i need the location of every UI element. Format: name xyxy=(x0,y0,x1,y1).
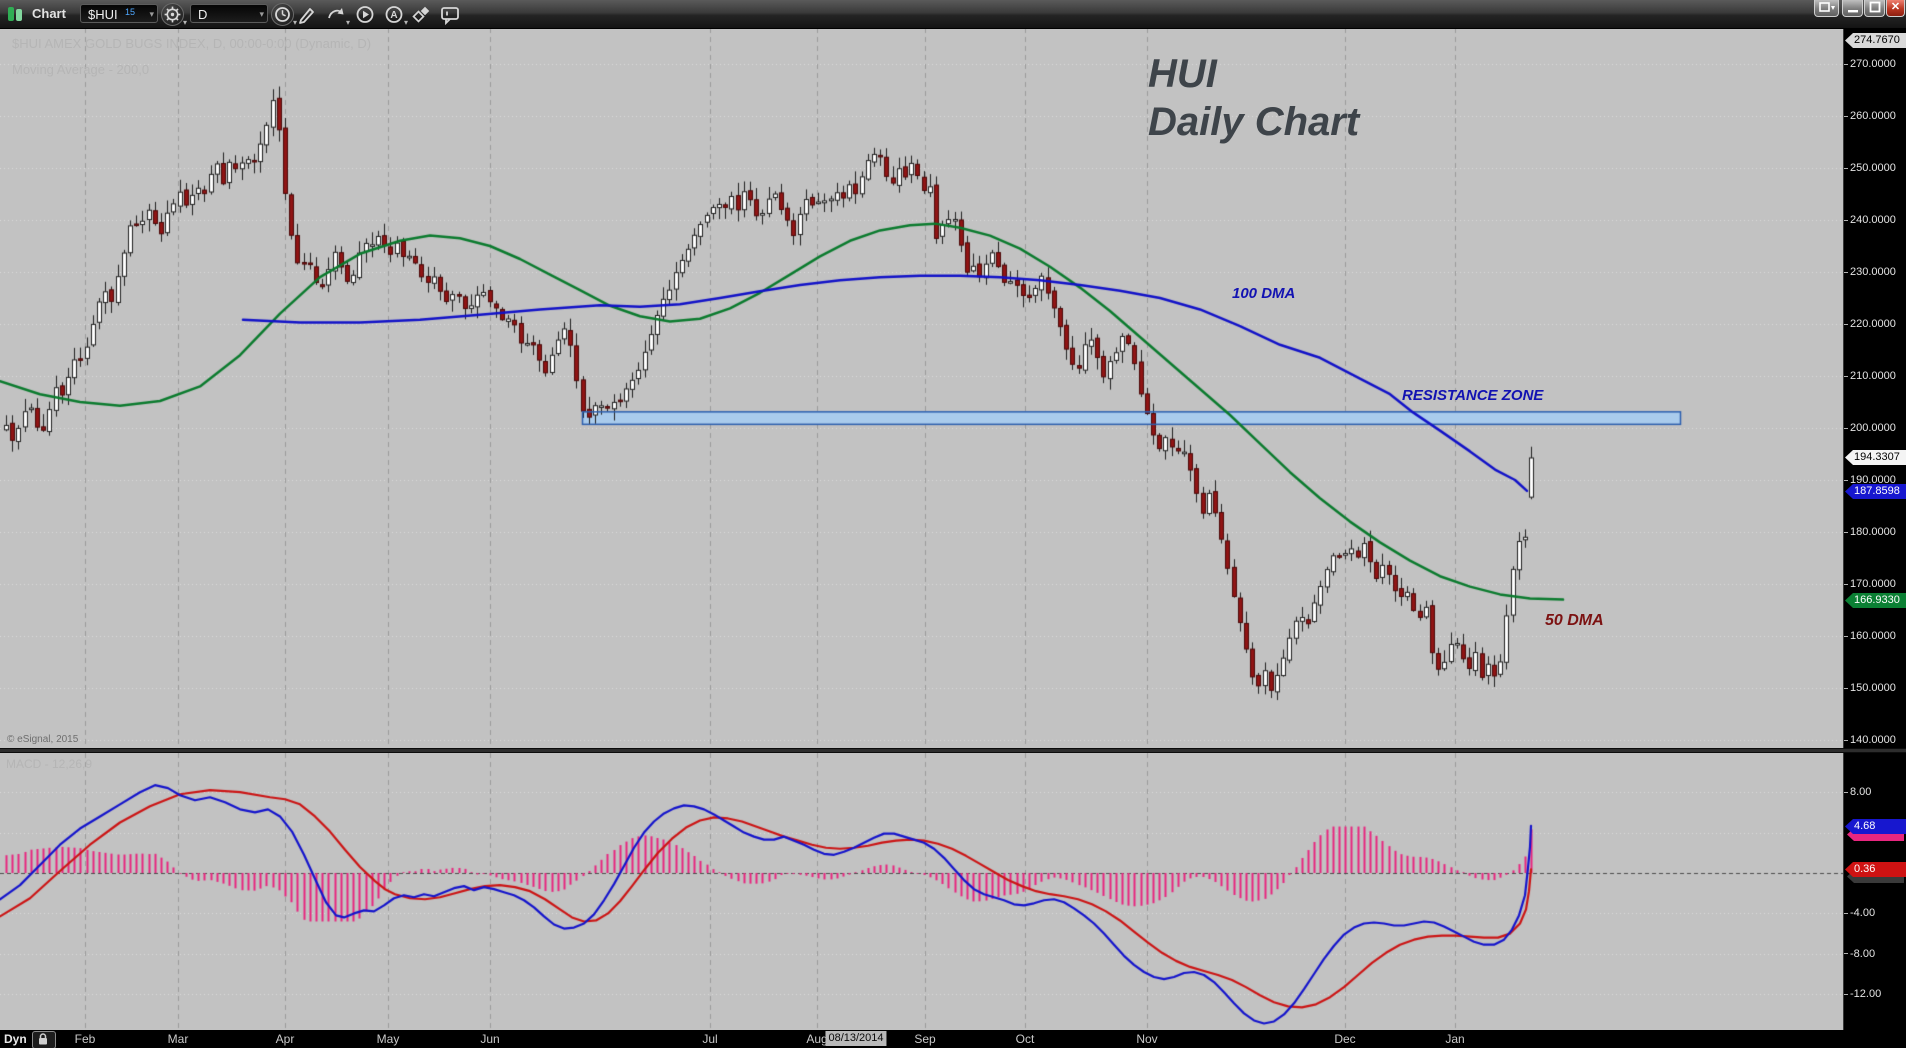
axis-tick-label: 270.0000 xyxy=(1844,58,1896,71)
axis-tick-label: 220.0000 xyxy=(1844,318,1896,331)
study-watermark: Moving Average - 200,0 xyxy=(12,62,150,77)
axis-tick-label: 180.0000 xyxy=(1844,526,1896,539)
lock-icon xyxy=(39,1033,47,1045)
axis-tick-label: 8.00 xyxy=(1844,786,1871,799)
macd-value-tag: 4.68 xyxy=(1845,819,1906,834)
chevron-down-icon: ▾ xyxy=(292,18,297,27)
pane-divider[interactable] xyxy=(0,748,1906,753)
minimize-button[interactable] xyxy=(1842,0,1863,17)
clock-icon xyxy=(275,7,290,22)
gear-icon xyxy=(164,6,181,23)
month-label-nov: Nov xyxy=(1136,1032,1158,1046)
chevron-down-icon: ▾ xyxy=(345,18,350,27)
ma50-label[interactable]: 50 DMA xyxy=(1545,612,1604,629)
selected-date-tag[interactable]: 08/13/2014 xyxy=(825,1031,887,1046)
play-icon xyxy=(356,6,374,23)
axis-tick-label: 150.0000 xyxy=(1844,682,1896,695)
pencil-icon xyxy=(299,8,314,24)
axis-tick-label: 210.0000 xyxy=(1844,370,1896,383)
chevron-down-icon[interactable]: ▾ xyxy=(259,9,264,19)
symbol-input[interactable]: $HUI 15 ▾ xyxy=(80,4,158,23)
chart-app-icon xyxy=(8,6,26,22)
month-label-aug: Aug xyxy=(806,1032,828,1046)
axis-tick-label: 170.0000 xyxy=(1844,578,1896,591)
month-label-jan: Jan xyxy=(1445,1032,1465,1046)
time-axis[interactable]: Dyn Feb Mar Apr May Jun Jul Aug Sep Oct Nov Dec Jan… xyxy=(0,1030,1906,1048)
high-marker-tag: 274.7670 xyxy=(1845,33,1906,48)
signal-value-tag: 0.36 xyxy=(1845,862,1906,877)
symbol-badge: 15 xyxy=(125,7,136,17)
axis-tick-label: -8.00 xyxy=(1844,948,1875,961)
month-label-feb: Feb xyxy=(74,1032,96,1046)
axis-tick-label: -4.00 xyxy=(1844,907,1875,920)
month-label-dec: Dec xyxy=(1334,1032,1356,1046)
symbol-watermark: $HUI AMEX GOLD BUGS INDEX, D, 00:00-0:00… xyxy=(12,36,372,51)
chevron-down-icon: ▾ xyxy=(403,18,408,27)
dyn-mode-label: Dyn xyxy=(4,1032,27,1046)
last-price-tag: 194.3307 xyxy=(1845,450,1906,465)
axis-tick-label: 140.0000 xyxy=(1844,734,1896,747)
chart-subtitle-annotation[interactable]: Daily Chart xyxy=(1148,100,1360,144)
axis-tick-label: 200.0000 xyxy=(1844,422,1896,435)
price-chart-canvas[interactable] xyxy=(0,28,1843,748)
time-template-button[interactable]: ▾ xyxy=(271,3,297,27)
svg-text:A: A xyxy=(390,10,397,21)
a-circle-icon: A xyxy=(385,6,403,23)
ma100-value-tag: 187.8598 xyxy=(1845,484,1906,499)
macd-indicator-canvas[interactable] xyxy=(0,753,1843,1030)
link-button[interactable] xyxy=(410,4,434,25)
chevron-down-icon: ▾ xyxy=(182,18,187,27)
curve-arrow-icon xyxy=(328,8,344,19)
copyright-text: © eSignal, 2015 xyxy=(7,734,79,745)
ma50-value-tag: 166.9330 xyxy=(1845,593,1906,608)
price-axis[interactable]: 274.7670 194.3307 187.8598 166.9330 4.68… xyxy=(1843,28,1906,1030)
month-label-oct: Oct xyxy=(1015,1032,1035,1046)
chart-title-annotation[interactable]: HUI xyxy=(1148,52,1217,96)
lock-button[interactable] xyxy=(32,1031,56,1048)
resistance-zone-label[interactable]: RESISTANCE ZONE xyxy=(1402,387,1544,404)
symbol-settings-button[interactable]: ▾ xyxy=(161,3,187,27)
axis-tick-label: 190.0000 xyxy=(1844,474,1896,487)
play-button[interactable] xyxy=(353,4,377,25)
maximize-button[interactable] xyxy=(1864,0,1885,17)
draw-tool-button[interactable] xyxy=(295,4,319,25)
curve-tool-button[interactable]: ▾ xyxy=(324,4,350,27)
speech-bubble-icon xyxy=(441,7,459,26)
chevron-down-icon[interactable]: ▾ xyxy=(149,9,154,19)
month-label-jun: Jun xyxy=(480,1032,500,1046)
titlebar[interactable]: Chart $HUI 15 ▾ ▾ D ▾ xyxy=(0,0,1906,29)
month-label-apr: Apr xyxy=(275,1032,295,1046)
interval-input[interactable]: D ▾ xyxy=(190,4,268,23)
restore-button[interactable] xyxy=(1814,0,1839,17)
month-label-may: May xyxy=(376,1032,400,1046)
close-button[interactable]: ✕ xyxy=(1886,0,1905,17)
auto-annotate-button[interactable]: A ▾ xyxy=(382,4,408,27)
link-icon xyxy=(412,6,430,23)
close-icon: ✕ xyxy=(1890,1,1901,13)
axis-tick-label: 260.0000 xyxy=(1844,110,1896,123)
axis-tick-label: 240.0000 xyxy=(1844,214,1896,227)
axis-tick-label: 230.0000 xyxy=(1844,266,1896,279)
month-label-sep: Sep xyxy=(914,1032,936,1046)
ma100-label[interactable]: 100 DMA xyxy=(1232,285,1296,302)
axis-tick-label: 160.0000 xyxy=(1844,630,1896,643)
window-title: Chart xyxy=(32,6,66,21)
axis-tick-label: 250.0000 xyxy=(1844,162,1896,175)
axis-tick-label: -12.00 xyxy=(1844,988,1881,1001)
macd-watermark: MACD - 12,26,9 xyxy=(6,757,93,771)
comment-button[interactable] xyxy=(438,4,462,26)
month-label-mar: Mar xyxy=(167,1032,189,1046)
month-label-jul: Jul xyxy=(702,1032,718,1046)
